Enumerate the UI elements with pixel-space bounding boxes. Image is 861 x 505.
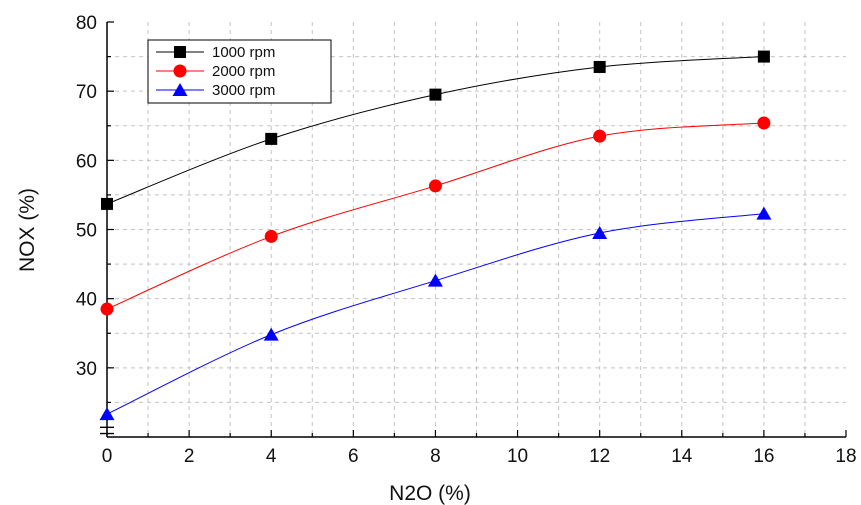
x-tick-label: 0: [102, 446, 113, 467]
legend-label: 3000 rpm: [212, 82, 275, 99]
y-tick-label: 70: [76, 82, 97, 103]
x-tick-label: 4: [266, 446, 277, 467]
y-tick-label: 30: [76, 359, 97, 380]
y-axis-title: NOX (%): [16, 188, 39, 272]
x-tick-label: 10: [507, 446, 528, 467]
data-point-triangle: [592, 225, 608, 239]
data-point-circle: [100, 302, 114, 316]
x-tick-label: 2: [184, 446, 195, 467]
x-axis-title: N2O (%): [389, 482, 471, 505]
y-tick-label: 60: [76, 151, 97, 172]
data-point-circle: [757, 116, 771, 130]
legend-label: 2000 rpm: [212, 63, 275, 80]
x-tick-label: 12: [589, 446, 610, 467]
x-tick-label: 16: [753, 446, 774, 467]
data-point-square: [429, 88, 442, 101]
axes: 0 2 4 6 8 10 12 14 16 18 30 40 50 60 70 80: [76, 13, 857, 467]
data-point-circle: [264, 229, 278, 243]
x-tick-label: 18: [835, 446, 856, 467]
legend-marker: [174, 46, 186, 58]
data-point-triangle: [99, 407, 115, 421]
x-tick-label: 6: [348, 446, 359, 467]
data-point-square: [265, 132, 278, 145]
data-point-circle: [593, 129, 607, 143]
data-series: [99, 50, 772, 421]
legend-label: 1000 rpm: [212, 44, 275, 61]
data-point-triangle: [756, 206, 772, 220]
x-tick-label: 14: [671, 446, 693, 467]
legend: 1000 rpm 2000 rpm 3000 rpm: [147, 39, 332, 104]
x-tick-label: 8: [430, 446, 441, 467]
data-point-triangle: [263, 327, 279, 341]
data-point-square: [593, 60, 606, 73]
y-tick-label: 80: [76, 13, 97, 34]
data-point-circle: [428, 179, 442, 193]
legend-marker: [173, 64, 187, 78]
data-point-square: [101, 197, 113, 210]
data-point-square: [757, 50, 770, 63]
y-tick-label: 50: [76, 221, 97, 242]
y-tick-label: 40: [76, 290, 97, 311]
legend-marker: [172, 83, 188, 96]
data-point-triangle: [427, 273, 443, 287]
